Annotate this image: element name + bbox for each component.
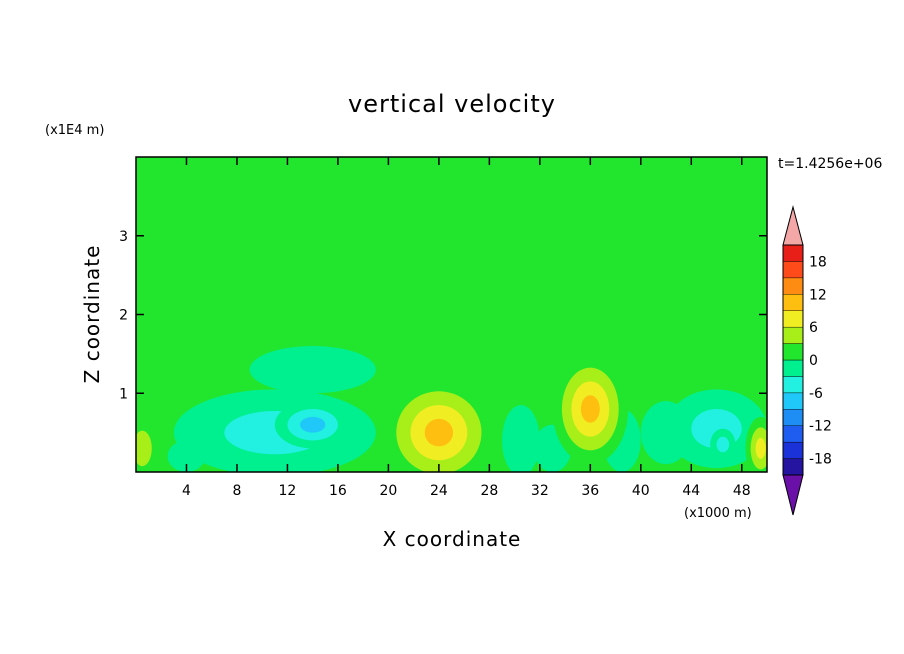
- contour-region: [755, 437, 766, 459]
- x-axis-units: (x1000 m): [684, 506, 752, 521]
- colorbar-tick-label: -12: [809, 419, 832, 435]
- y-tick-label: 2: [119, 308, 128, 324]
- x-tick-label: 16: [329, 483, 347, 499]
- contour-region: [716, 436, 730, 453]
- colorbar-segment: [782, 392, 804, 410]
- contour-region: [300, 416, 326, 433]
- colorbar-tick-label: -6: [809, 386, 823, 402]
- y-tick-label: 3: [119, 229, 128, 245]
- x-axis-ticks: 4 8 12 16 20 24 28 32 36 40 44 48: [182, 157, 751, 499]
- contour-region: [350, 255, 603, 343]
- contour-region: [580, 395, 600, 423]
- contour-region: [136, 430, 152, 467]
- x-tick-label: 40: [632, 483, 650, 499]
- colorbar-tick-label: 6: [809, 320, 818, 336]
- colorbar-segment: [782, 244, 804, 262]
- colorbar-segment: [782, 441, 804, 459]
- colorbar-tick-label: 12: [809, 287, 827, 303]
- contour-region: [424, 418, 454, 447]
- colorbar-tick-label: 0: [809, 353, 818, 369]
- colorbar-segment: [782, 376, 804, 394]
- x-axis-label: X coordinate: [383, 527, 522, 551]
- colorbar-segment: [782, 458, 804, 476]
- x-tick-label: 36: [581, 483, 599, 499]
- colorbar-tick-label: 18: [809, 254, 827, 270]
- colorbar-tick-label: -18: [809, 452, 832, 468]
- y-axis-ticks: 1 2 3: [119, 229, 767, 402]
- contour-region: [640, 220, 767, 236]
- contour-region: [161, 259, 364, 299]
- y-axis-units: (x1E4 m): [45, 123, 104, 138]
- x-tick-label: 24: [430, 483, 448, 499]
- contour-field: [136, 157, 767, 472]
- time-label: t=1.4256e+06: [778, 156, 882, 172]
- contour-region: [653, 255, 767, 295]
- colorbar: [782, 205, 804, 516]
- colorbar-segment: [782, 359, 804, 377]
- x-tick-label: 48: [733, 483, 751, 499]
- x-tick-label: 32: [531, 483, 549, 499]
- x-tick-label: 20: [379, 483, 397, 499]
- colorbar-segment: [782, 277, 804, 295]
- y-axis-label: Z coordinate: [80, 245, 104, 384]
- contour-region: [501, 405, 540, 472]
- colorbar-bottom-arrow: [782, 474, 804, 516]
- contour-region: [249, 346, 376, 394]
- colorbar-segment: [782, 409, 804, 426]
- y-tick-label: 1: [119, 386, 128, 402]
- colorbar-segment: [782, 326, 804, 344]
- colorbar-segment: [782, 343, 804, 361]
- chart-title: vertical velocity: [348, 90, 556, 118]
- colorbar-segment: [782, 425, 804, 443]
- colorbar-frame: [782, 244, 804, 476]
- x-tick-label: 28: [480, 483, 498, 499]
- colorbar-top-arrow: [782, 205, 804, 246]
- colorbar-segment: [782, 310, 804, 328]
- contour-region: [337, 223, 566, 240]
- x-tick-label: 4: [182, 483, 191, 499]
- x-tick-label: 44: [682, 483, 700, 499]
- x-tick-label: 12: [279, 483, 297, 499]
- colorbar-segment: [782, 294, 804, 311]
- colorbar-ticks: 18 12 6 0 -6 -12 -18: [809, 254, 832, 467]
- contour-region: [136, 330, 168, 425]
- colorbar-segment: [782, 261, 804, 279]
- x-tick-label: 8: [232, 483, 241, 499]
